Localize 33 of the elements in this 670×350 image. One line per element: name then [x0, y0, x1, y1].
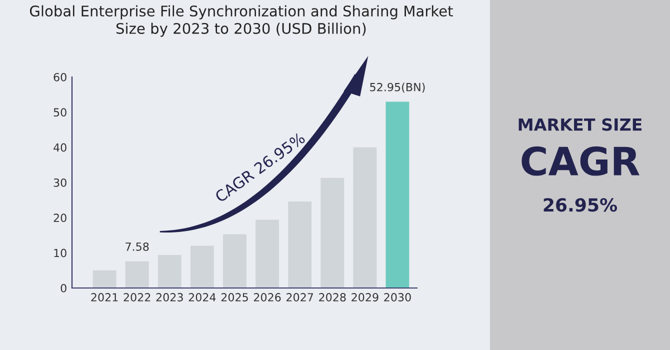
bar: [190, 246, 214, 288]
y-tick-label: 0: [60, 284, 66, 292]
text: CAGR: [522, 146, 640, 176]
x-tick-label: 2024: [188, 293, 216, 302]
bar: [125, 261, 149, 288]
x-tick-label: 2026: [254, 293, 281, 302]
y-tick-label: 60: [54, 72, 66, 82]
bar: [223, 234, 246, 288]
x-tick-label: 2028: [319, 293, 346, 302]
x-tick-label: 2030: [384, 293, 411, 302]
bar: [386, 102, 410, 288]
bar: [92, 270, 116, 288]
text: 26.95%: [544, 198, 618, 212]
x-tick-label: 2022: [124, 293, 150, 302]
bar: [320, 178, 344, 288]
x-tick-label: 2027: [286, 293, 314, 302]
y-tick-label: 40: [54, 143, 66, 152]
bar: [288, 201, 312, 288]
x-tick-label: 2023: [156, 293, 183, 302]
chart-title: Global Enterprise File Synchronization and Sharing Market Size by 2023 to 2030 (USD Billion): [30, 5, 453, 37]
bar: [353, 147, 377, 288]
data-label: 7.58: [126, 242, 149, 251]
data-label: 52.95(BN): [370, 82, 425, 93]
text: MARKET SIZE: [518, 118, 642, 131]
y-tick-label: 20: [54, 214, 66, 222]
x-tick-label: 2025: [221, 293, 248, 302]
y-tick-label: 30: [54, 178, 66, 187]
y-tick-label: 50: [54, 108, 66, 117]
y-tick-label: 10: [54, 248, 66, 258]
x-tick-label: 2021: [91, 293, 118, 302]
x-tick-label: 2029: [352, 293, 378, 302]
bar: [158, 254, 182, 288]
bar: [256, 220, 279, 288]
